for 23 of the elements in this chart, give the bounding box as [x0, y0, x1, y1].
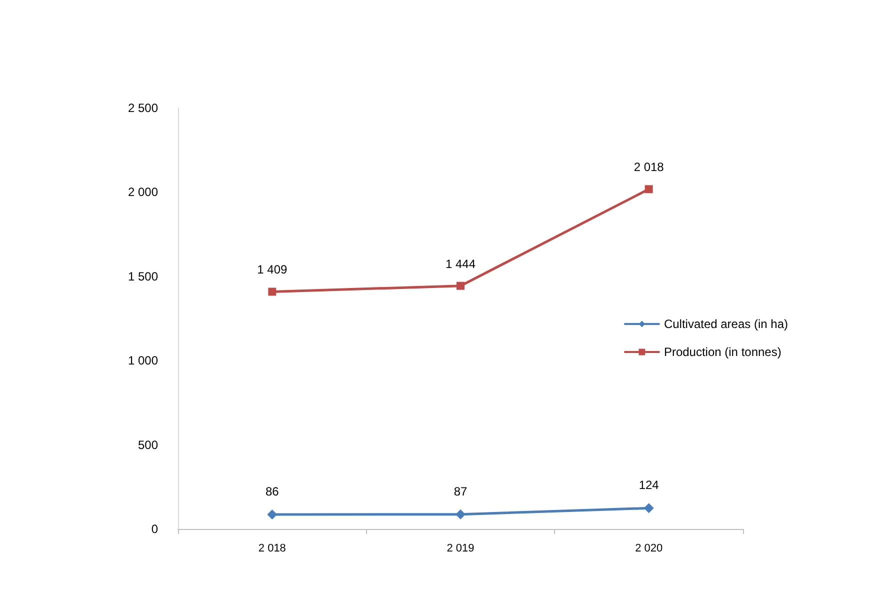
point	[267, 510, 278, 520]
data-label: 1 444	[445, 256, 476, 271]
point	[268, 288, 276, 296]
data-label: 1 409	[257, 262, 288, 277]
data-label: 2 018	[634, 160, 664, 174]
x-tick-label: 2 019	[446, 542, 474, 554]
y-tick-label: 2 500	[128, 101, 158, 115]
data-label: 87	[454, 484, 468, 498]
x-tick-label: 2 018	[258, 542, 286, 554]
data-label: 124	[638, 478, 660, 492]
point	[644, 185, 653, 194]
y-tick-label: 1 000	[128, 354, 158, 368]
legend-label: Production (in tonnes)	[664, 345, 782, 359]
point	[644, 503, 654, 514]
x-tick-label: 2 020	[635, 542, 663, 554]
point	[456, 509, 466, 520]
data-label: 86	[265, 484, 280, 499]
point	[456, 282, 464, 290]
legend-label: Cultivated areas (in ha)	[664, 317, 788, 331]
y-tick-label: 500	[138, 438, 158, 452]
y-tick-label: 2 000	[128, 185, 158, 200]
y-tick-label: 1 500	[128, 269, 158, 284]
y-tick-label: 0	[151, 522, 158, 536]
